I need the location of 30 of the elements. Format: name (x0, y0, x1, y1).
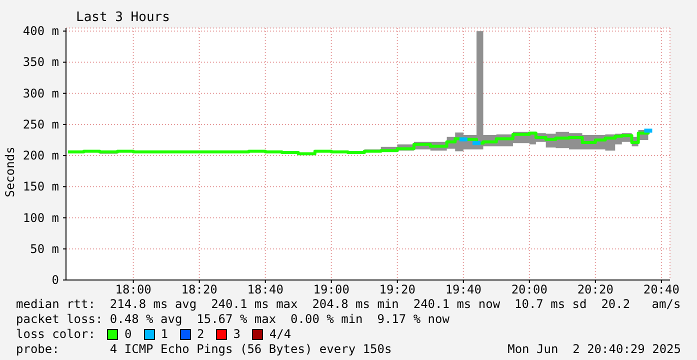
y-axis-title: Seconds (3, 146, 17, 198)
x-tick-label: 19:00 (313, 282, 350, 297)
y-tick-label: 150 m (22, 180, 59, 194)
x-tick-label: 18:00 (115, 282, 152, 297)
y-tick-label: 400 m (22, 24, 59, 38)
x-tick-label: 20:00 (511, 282, 548, 297)
legend-label: 0 (124, 327, 132, 342)
legend-label: 4/4 (269, 327, 292, 342)
chart-title: Last 3 Hours (76, 10, 170, 25)
x-tick-label: 18:20 (181, 282, 218, 297)
x-tick-label: 19:40 (445, 282, 482, 297)
legend-label: 2 (196, 327, 204, 342)
y-tick-label: 300 m (22, 86, 59, 100)
text: loss color: (16, 327, 96, 342)
text: median rtt: 214.8 ms avg 240.1 ms max 204.8 ms min 240.1 ms now 10.7 ms sd 20.2 am/s (16, 297, 681, 312)
x-tick-label: 19:20 (379, 282, 416, 297)
y-tick-label: 250 m (22, 117, 59, 132)
y-tick-label: 350 m (22, 55, 59, 70)
y-tick-label: 100 m (22, 210, 59, 225)
y-tick-label: 50 m (30, 242, 59, 256)
text: Mon Jun 2 20:40:29 2025 (508, 342, 681, 357)
y-tick-label: 200 m (22, 148, 59, 163)
x-tick-label: 20:40 (643, 282, 680, 297)
text: probe: 4 ICMP Echo Pings (56 Bytes) every 150s (16, 342, 392, 357)
text: packet loss: 0.48 % avg 15.67 % max 0.00 % min 9.17 % now (16, 312, 450, 327)
legend-label: 1 (160, 327, 168, 342)
y-tick-label: 0 (52, 273, 59, 287)
x-tick-label: 20:20 (577, 282, 614, 297)
legend-label: 3 (233, 327, 240, 342)
x-tick-label: 18:40 (247, 282, 284, 297)
